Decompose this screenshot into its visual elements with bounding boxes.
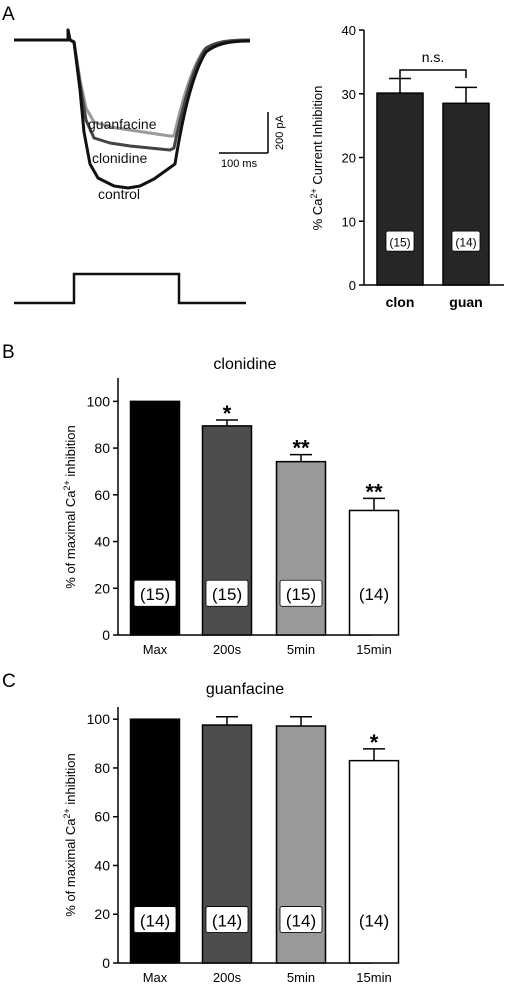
chart-b-bar [275, 460, 327, 636]
current-traces [14, 28, 251, 190]
chart-a-n-label: (14) [455, 235, 476, 249]
chart-c-y-tick-label: 0 [102, 955, 110, 971]
chart-a-n-label-box [451, 230, 481, 252]
chart-b-n-label-box [205, 579, 249, 607]
chart-c-y-tick-label: 40 [94, 857, 110, 873]
chart-a-significance-bracket [399, 69, 467, 78]
chart-c-y-tick-label: 100 [87, 711, 111, 727]
chart-c-n-label-box [205, 906, 249, 933]
chart-c-y-axis-label: % of maximal Ca2+ inhibition [62, 753, 78, 916]
chart-b-significance-marker: ** [365, 479, 383, 504]
chart-b-n-label: (15) [212, 585, 242, 604]
chart-c-significance-marker: * [370, 730, 379, 755]
chart-a-y-tick-label: 20 [342, 151, 356, 166]
chart-b-n-label: (15) [286, 585, 316, 604]
voltage-step-protocol [14, 272, 246, 305]
chart-c-n-label: (14) [286, 912, 316, 931]
chart-b-n-label-box [133, 579, 177, 607]
scale-bar-time-label: 100 ms [221, 158, 258, 170]
chart-b-n-label: (15) [140, 585, 170, 604]
chart-a-n-label: (15) [389, 235, 410, 249]
chart-b-significance-marker: * [223, 401, 232, 426]
scale-bar: 100 ms 200 pA [219, 112, 286, 170]
chart-b-y-tick-label: 80 [94, 440, 110, 456]
clonidine-trace-label: clonidine [92, 150, 147, 166]
chart-a-y-tick-label: 30 [342, 87, 356, 102]
chart-b-y-tick-label: 40 [94, 534, 110, 550]
chart-b-y-tick-label: 100 [87, 393, 111, 409]
chart-b-category-label: Max [143, 642, 168, 657]
chart-c-n-label-box [133, 906, 177, 933]
chart-b-category-label: 5min [287, 642, 315, 657]
chart-b-title: clonidine [213, 356, 276, 373]
inhibition-bar-chart-a: 0 10 20 30 40 % Ca2+ Current Inhibition (15) cl… [309, 23, 504, 310]
control-trace [14, 28, 251, 190]
guanfacine-bar-chart: guanfacine 0 20 40 60 80 100 % of maximal Ca2+ … [62, 681, 400, 985]
chart-b-y-tick-label: 0 [102, 627, 110, 643]
clonidine-bar-chart: clonidine 0 20 40 60 80 100 % of maximal Ca2+ i… [62, 356, 400, 657]
chart-c-title: guanfacine [206, 681, 284, 698]
chart-c-n-label: (14) [140, 912, 170, 931]
chart-b-n-label: (14) [359, 585, 389, 604]
chart-b-category-label: 200s [213, 642, 242, 657]
guanfacine-trace-label: guanfacine [88, 116, 157, 132]
chart-c-y-tick-label: 20 [94, 906, 110, 922]
panel-label-a: A [2, 4, 15, 25]
panel-label-c: C [2, 671, 16, 692]
chart-b-significance-marker: ** [292, 436, 310, 461]
chart-c-category-label: 5min [287, 970, 315, 985]
chart-b-y-axis-label: % of maximal Ca2+ inhibition [62, 425, 78, 588]
chart-c-y-tick-label: 80 [94, 760, 110, 776]
chart-c-category-label: 15min [356, 970, 391, 985]
chart-b-y-tick-label: 60 [94, 487, 110, 503]
chart-c-n-label: (14) [212, 912, 242, 931]
chart-a-n-label-box [385, 230, 415, 252]
chart-c-n-label: (14) [359, 912, 389, 931]
chart-c-y-tick-label: 60 [94, 809, 110, 825]
chart-a-bar [442, 102, 490, 286]
chart-b-category-label: 15min [356, 642, 391, 657]
chart-c-n-label-box [279, 906, 323, 933]
chart-a-y-tick-label: 10 [342, 214, 356, 229]
chart-a-category-label: guan [449, 294, 482, 310]
chart-a-bar [376, 92, 424, 286]
chart-b-y-tick-label: 20 [94, 580, 110, 596]
chart-a-significance-label: n.s. [422, 49, 445, 65]
chart-b-bar [348, 509, 400, 636]
chart-a-category-label: clon [386, 294, 415, 310]
chart-a-y-axis-label: % Ca2+ Current Inhibition [309, 86, 325, 231]
chart-c-bar [348, 759, 400, 964]
scale-bar-current-label: 200 pA [274, 114, 286, 150]
clonidine-trace [14, 28, 251, 152]
chart-c-category-label: 200s [213, 970, 242, 985]
chart-b-n-label-box [279, 579, 323, 607]
panel-label-b: B [2, 342, 15, 363]
chart-a-y-tick-label: 40 [342, 23, 356, 38]
control-trace-label: control [98, 186, 140, 202]
chart-a-y-tick-label: 0 [349, 278, 356, 293]
chart-c-category-label: Max [143, 970, 168, 985]
